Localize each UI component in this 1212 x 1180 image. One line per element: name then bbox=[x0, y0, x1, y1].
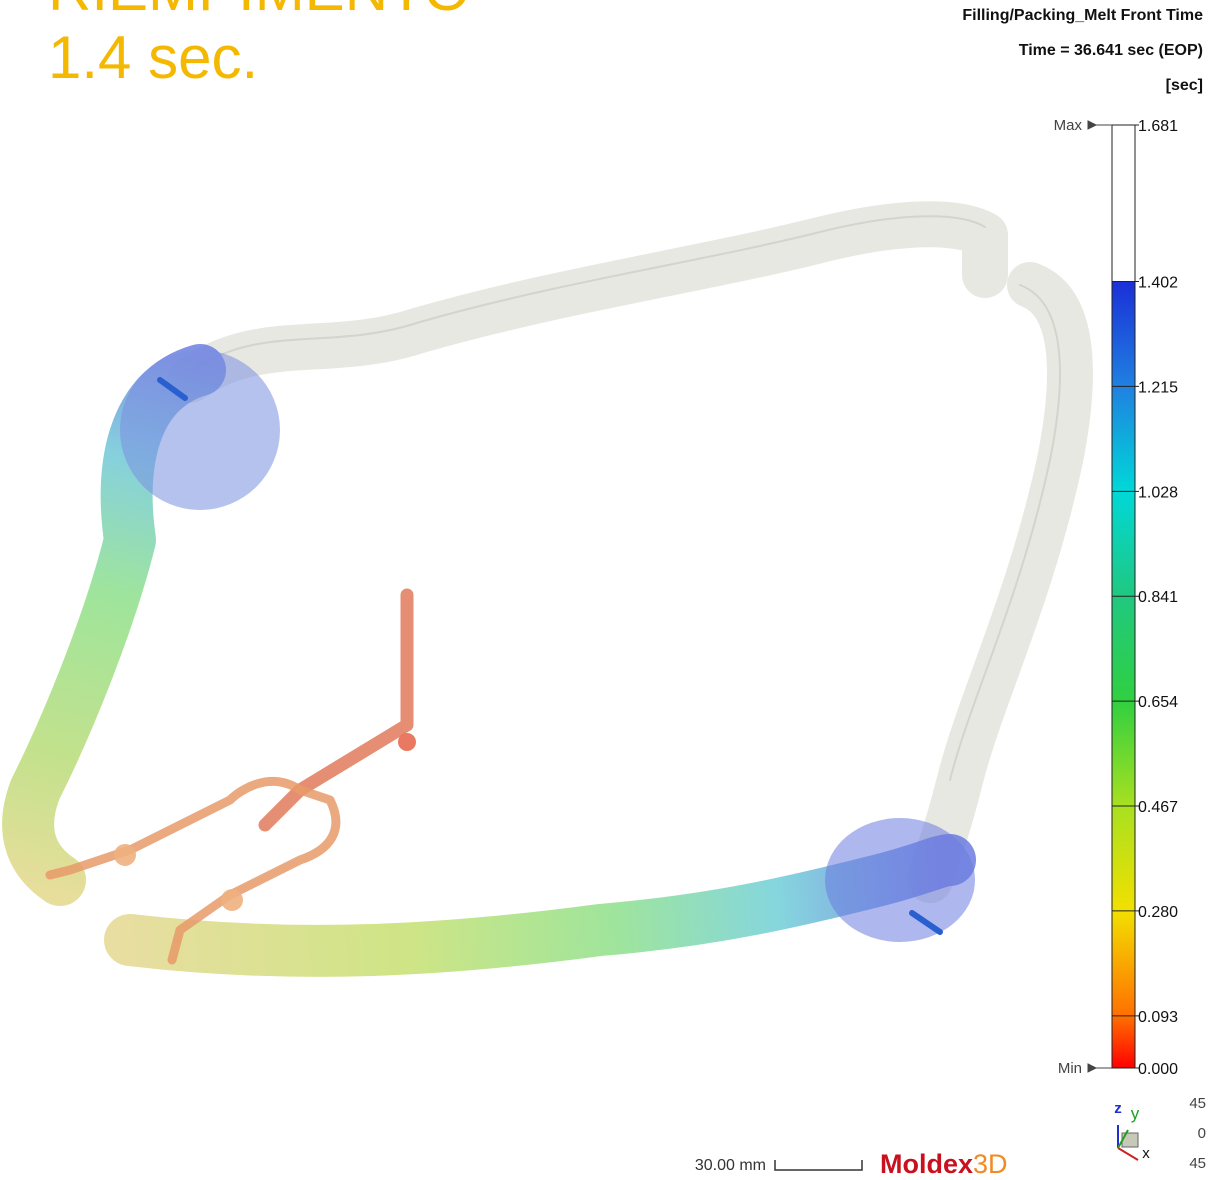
scale-bar-label: 30.00 mm bbox=[695, 1157, 766, 1174]
axis-x: x bbox=[1142, 1145, 1150, 1162]
legend-band bbox=[1112, 386, 1135, 491]
legend-band bbox=[1112, 1016, 1135, 1068]
part-model bbox=[28, 216, 1070, 960]
legend-band bbox=[1112, 596, 1135, 701]
legend-tick-label: 1.215 bbox=[1138, 379, 1178, 396]
axis-triad: z y x 45 0 45 bbox=[1114, 1095, 1206, 1172]
legend-band bbox=[1112, 911, 1135, 1016]
legend-tick-label: 1.028 bbox=[1138, 484, 1178, 501]
legend-tick-label: 0.841 bbox=[1138, 589, 1178, 606]
logo-suffix: 3D bbox=[973, 1149, 1008, 1179]
angle: 45 bbox=[1189, 1155, 1206, 1172]
page: Moldex3D result html, body { margin: 0; … bbox=[0, 0, 1212, 1180]
result-time: Time = 36.641 sec (EOP) bbox=[1019, 42, 1203, 59]
legend-min-label: Min bbox=[1058, 1060, 1082, 1077]
viewport: RIEMPIMENTO 1.4 sec. Filling/Packing_Mel… bbox=[0, 0, 1212, 1180]
min-marker bbox=[1088, 1064, 1112, 1072]
body: {"header": {"title": "RIEMPIMENTO", "sub… bbox=[0, 0, 1212, 1180]
slide-title: RIEMPIMENTO bbox=[48, 0, 470, 23]
legend-band bbox=[1112, 282, 1135, 387]
axis-y: y bbox=[1131, 1104, 1140, 1123]
result-name: Filling/Packing_Melt Front Time bbox=[962, 7, 1203, 24]
scale-bar bbox=[775, 1160, 862, 1170]
angle: 0 bbox=[1198, 1125, 1206, 1142]
legend-tick-label: 1.402 bbox=[1138, 275, 1178, 292]
legend-band bbox=[1112, 125, 1135, 282]
axis-z: z bbox=[1114, 1100, 1122, 1117]
legend-max-label: Max bbox=[1054, 117, 1083, 134]
logo-text: Moldex bbox=[880, 1149, 973, 1179]
legend-tick-label: 0.280 bbox=[1138, 904, 1178, 921]
slide-subtitle: 1.4 sec. bbox=[48, 24, 258, 91]
legend-band bbox=[1112, 491, 1135, 596]
result-unit: [sec] bbox=[1166, 77, 1203, 94]
legend-tick-label: 0.000 bbox=[1138, 1061, 1178, 1078]
legend-tick-label: 1.681 bbox=[1138, 118, 1178, 135]
logo: Moldex3D bbox=[880, 1149, 1008, 1179]
legend-tick-label: 0.093 bbox=[1138, 1009, 1178, 1026]
legend-tick-label: 0.654 bbox=[1138, 694, 1178, 711]
legend-tick-label: 0.467 bbox=[1138, 799, 1178, 816]
legend-band bbox=[1112, 701, 1135, 806]
legend-band bbox=[1112, 806, 1135, 911]
angle: 45 bbox=[1189, 1095, 1206, 1112]
color-legend: Max Min 0.000 0.093 0.280 0.467 0.654 0.841 1.… bbox=[1054, 117, 1178, 1078]
max-marker bbox=[1088, 121, 1112, 129]
